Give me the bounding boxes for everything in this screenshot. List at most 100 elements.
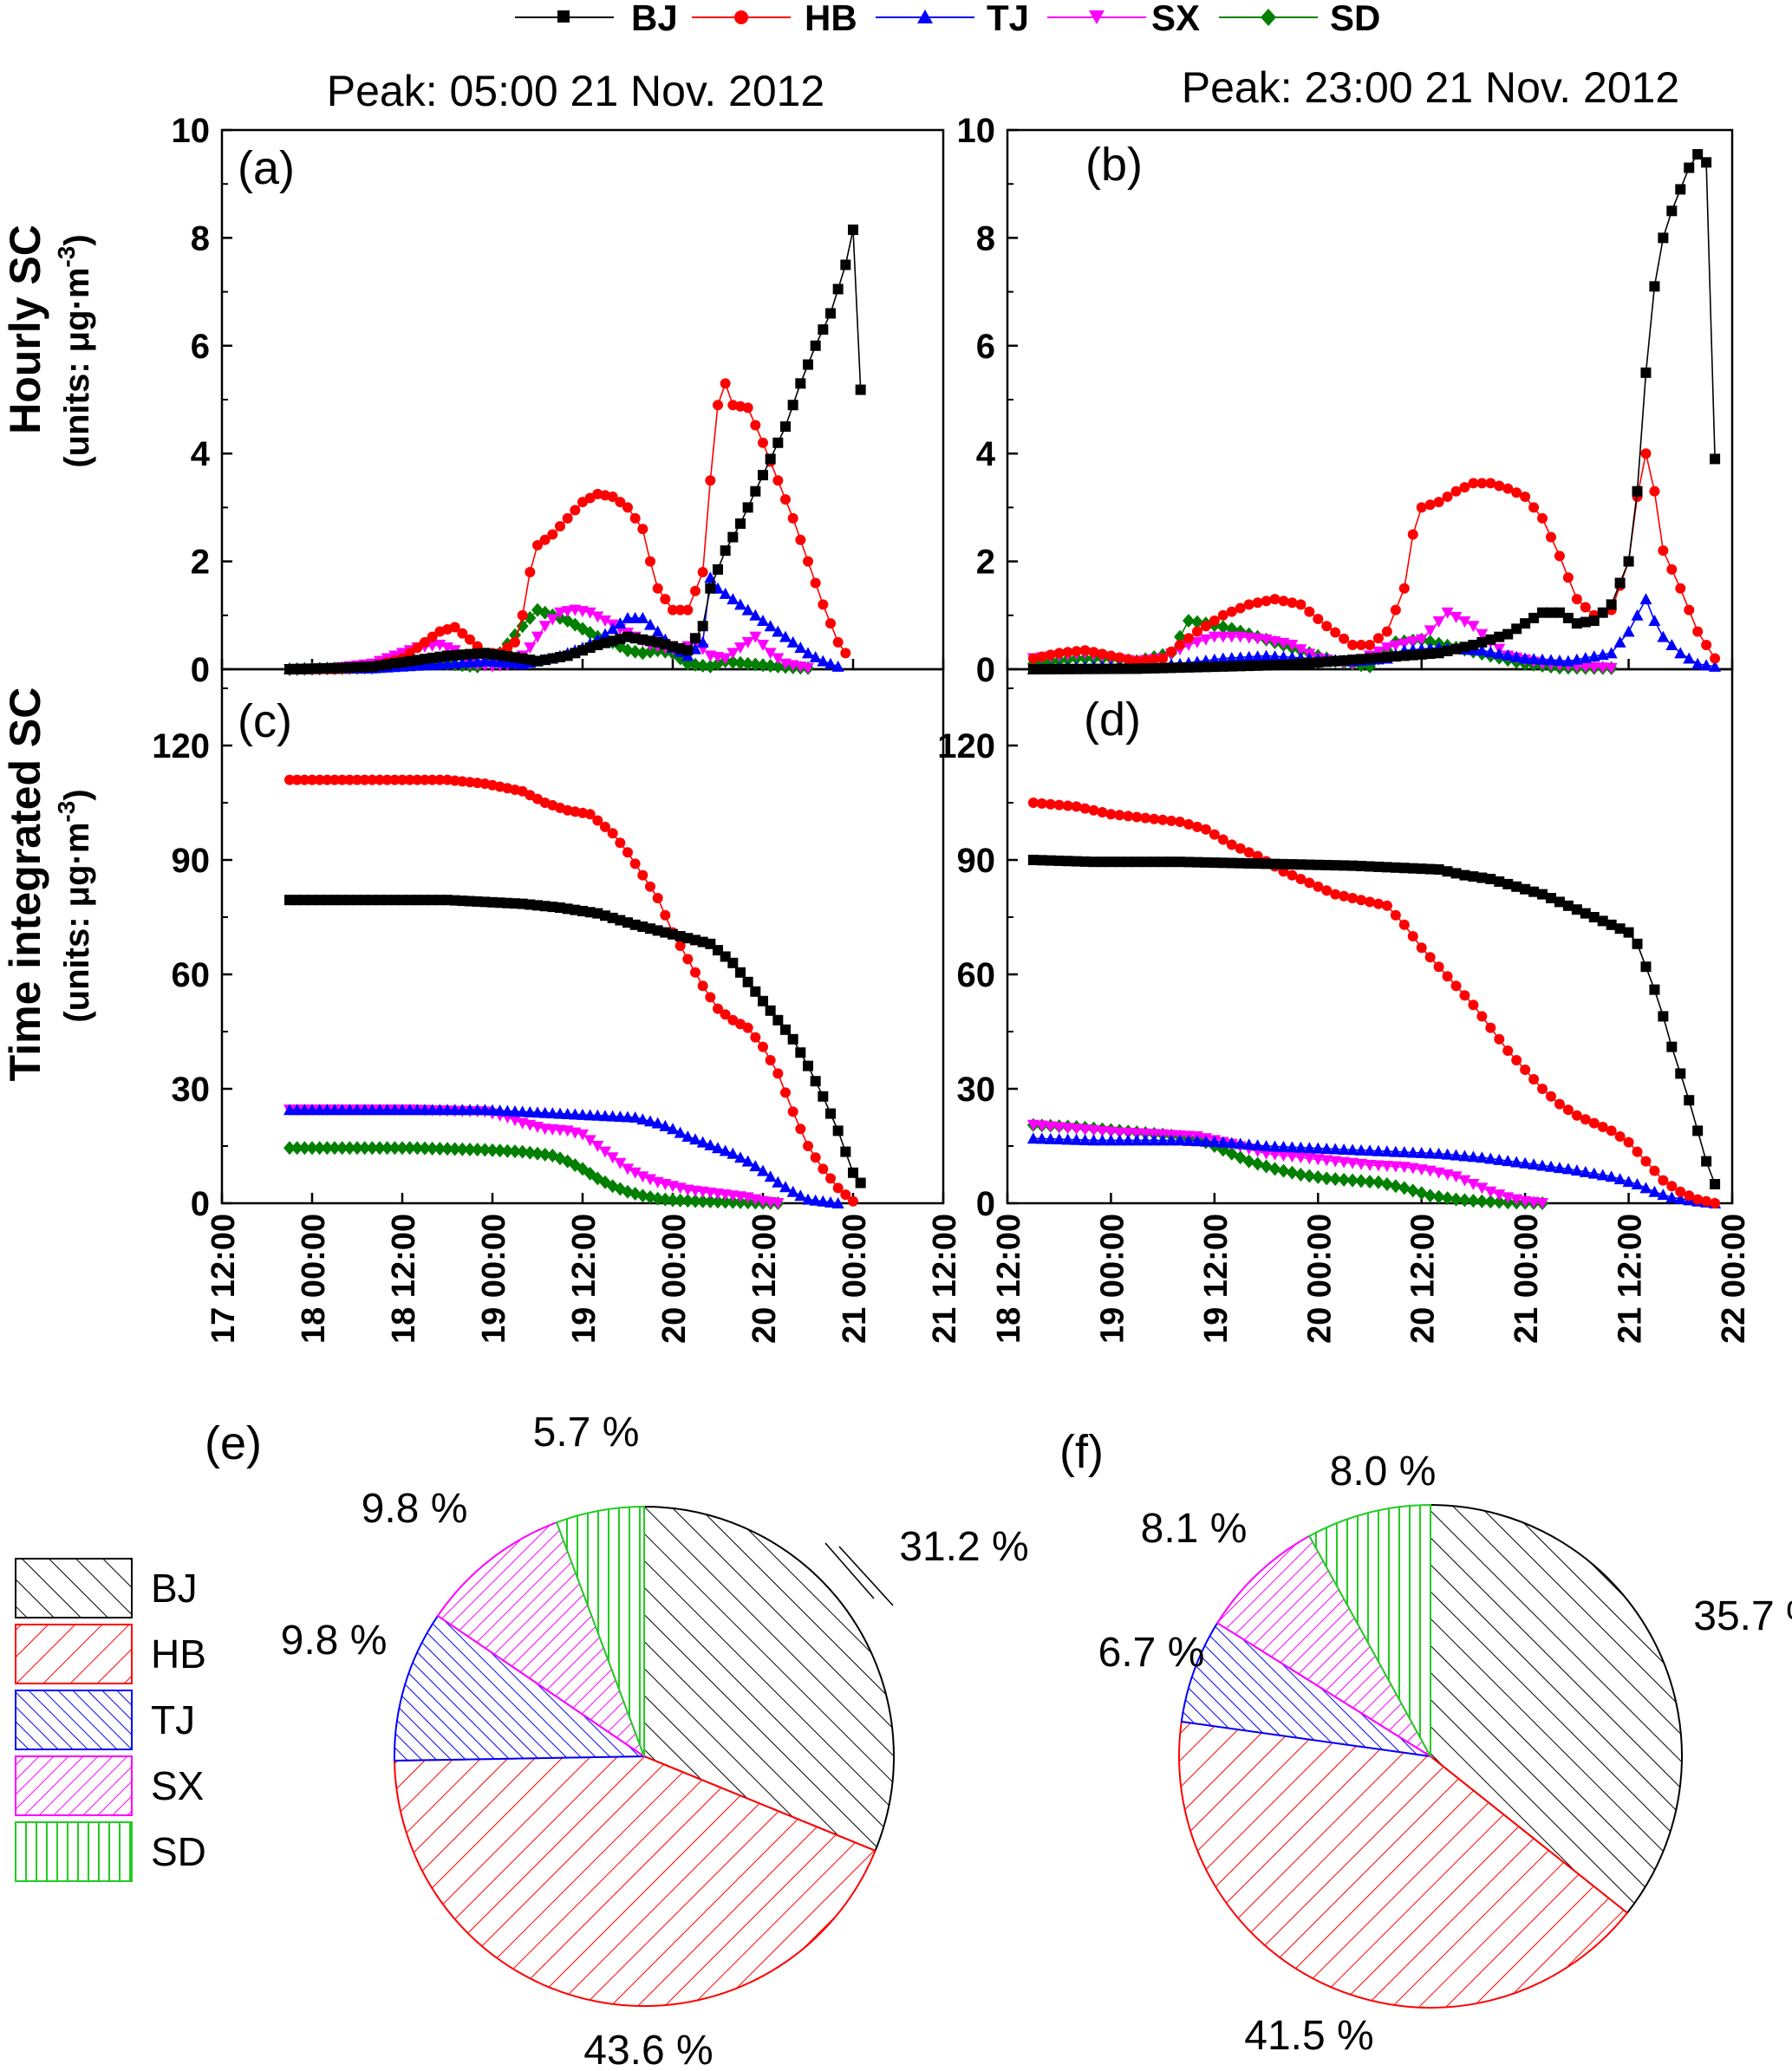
point-d-bj [1304, 859, 1315, 870]
point-b-hb [1554, 550, 1565, 562]
point-c-hb [713, 1003, 723, 1014]
point-c-tj [561, 1108, 574, 1120]
point-c-sd [374, 1141, 386, 1156]
point-c-bj [855, 1177, 866, 1189]
point-d-bj [1511, 881, 1522, 892]
point-b-bj [1684, 162, 1695, 173]
point-d-bj [1191, 856, 1202, 868]
point-d-tj [1372, 1144, 1385, 1156]
point-d-hb [1684, 1190, 1695, 1202]
point-c-hb [592, 815, 603, 826]
point-d-tj [1406, 1146, 1419, 1158]
point-b-bj [1710, 453, 1721, 465]
point-b-bj [1640, 367, 1652, 378]
point-d-bj [1071, 856, 1082, 867]
point-a-bj [758, 470, 768, 481]
point-b-hb [1365, 640, 1375, 651]
point-d-sx [1105, 1126, 1118, 1138]
point-d-sx [1061, 1123, 1074, 1135]
point-d-hb [1105, 809, 1117, 820]
point-d-tj [1467, 1150, 1480, 1162]
point-d-hb [1183, 818, 1194, 830]
point-b-hb [1372, 633, 1384, 644]
point-d-hb [1175, 817, 1186, 827]
point-d-sx [1519, 1195, 1532, 1208]
point-a-bj [727, 531, 739, 543]
point-d-bj [1588, 912, 1600, 922]
point-d-tj [1096, 1134, 1109, 1146]
point-c-hb [750, 1032, 761, 1043]
point-a-sd [749, 657, 762, 672]
pie-legend: BJ HB TJ SX SD [15, 1558, 206, 1882]
point-d-bj [1666, 1041, 1678, 1052]
point-d-tj [1148, 1134, 1161, 1146]
point-d-bj [1701, 1156, 1712, 1167]
point-b-bj [1511, 623, 1522, 635]
point-b-sx [1605, 662, 1618, 674]
point-a-sx [524, 642, 537, 655]
point-b-sx [1242, 632, 1255, 644]
point-d-tj [1674, 1192, 1687, 1204]
point-b-sx [1277, 637, 1290, 649]
point-a-sd [689, 657, 701, 672]
point-a-hb [750, 420, 761, 431]
point-a-hb [457, 628, 468, 639]
point-a-hb [674, 604, 686, 615]
line-c-hb [290, 778, 854, 1202]
point-c-hb [457, 776, 468, 787]
point-d-tj [1061, 1133, 1074, 1145]
point-d-sx [1268, 1149, 1281, 1161]
point-a-bj [765, 453, 776, 465]
point-b-bj [1372, 652, 1384, 663]
point-d-bj [1149, 856, 1160, 868]
point-d-sd [1286, 1165, 1299, 1180]
point-d-bj [1476, 872, 1488, 883]
point-d-tj [1199, 1135, 1212, 1147]
series-d-bj [1027, 855, 1721, 1189]
point-b-bj [1416, 648, 1427, 660]
point-c-tj [786, 1185, 799, 1197]
point-a-hb [465, 634, 475, 645]
xtick-label-left-5: 20 00:00 [656, 1214, 693, 1344]
point-c-bj [765, 1005, 776, 1016]
point-d-hb [1588, 1117, 1600, 1129]
point-c-bj [818, 1091, 829, 1102]
point-c-tj [809, 1194, 822, 1206]
point-c-sd [636, 1189, 649, 1203]
point-b-tj [1519, 652, 1532, 664]
point-b-sx [1476, 628, 1489, 641]
point-c-bj [727, 957, 739, 968]
point-d-tj [1165, 1134, 1178, 1146]
point-a-tj [636, 611, 649, 623]
point-b-bj [1554, 607, 1565, 618]
point-d-hb [1520, 1065, 1531, 1075]
point-c-sd [501, 1143, 514, 1158]
point-a-sx [757, 640, 769, 652]
point-c-sd [651, 1191, 664, 1206]
point-d-hb [1166, 815, 1177, 826]
point-c-tj [727, 1147, 740, 1159]
point-d-hb [1597, 1122, 1608, 1132]
point-c-hb [832, 1182, 844, 1194]
point-b-sx [1199, 634, 1212, 646]
point-a-tj [824, 657, 837, 669]
point-d-tj [1570, 1164, 1583, 1176]
top-legend-entry-hb: HB [692, 0, 857, 38]
point-b-hb [1269, 594, 1280, 605]
point-b-hb [1140, 655, 1151, 666]
point-d-bj [1365, 861, 1375, 872]
point-c-sd [313, 1141, 326, 1156]
point-b-hb [1313, 613, 1324, 624]
point-a-tj [644, 618, 656, 630]
point-a-hb [570, 505, 581, 516]
point-d-bj [1597, 915, 1608, 927]
point-b-hb [1675, 583, 1686, 594]
point-b-bj [1071, 663, 1082, 674]
point-d-tj [1587, 1167, 1600, 1179]
point-b-tj [1665, 639, 1678, 651]
point-c-tj [599, 1110, 611, 1122]
point-c-tj [794, 1189, 807, 1202]
point-a-sx [727, 648, 740, 660]
point-d-tj [1131, 1134, 1144, 1146]
point-d-hb [1114, 810, 1125, 821]
